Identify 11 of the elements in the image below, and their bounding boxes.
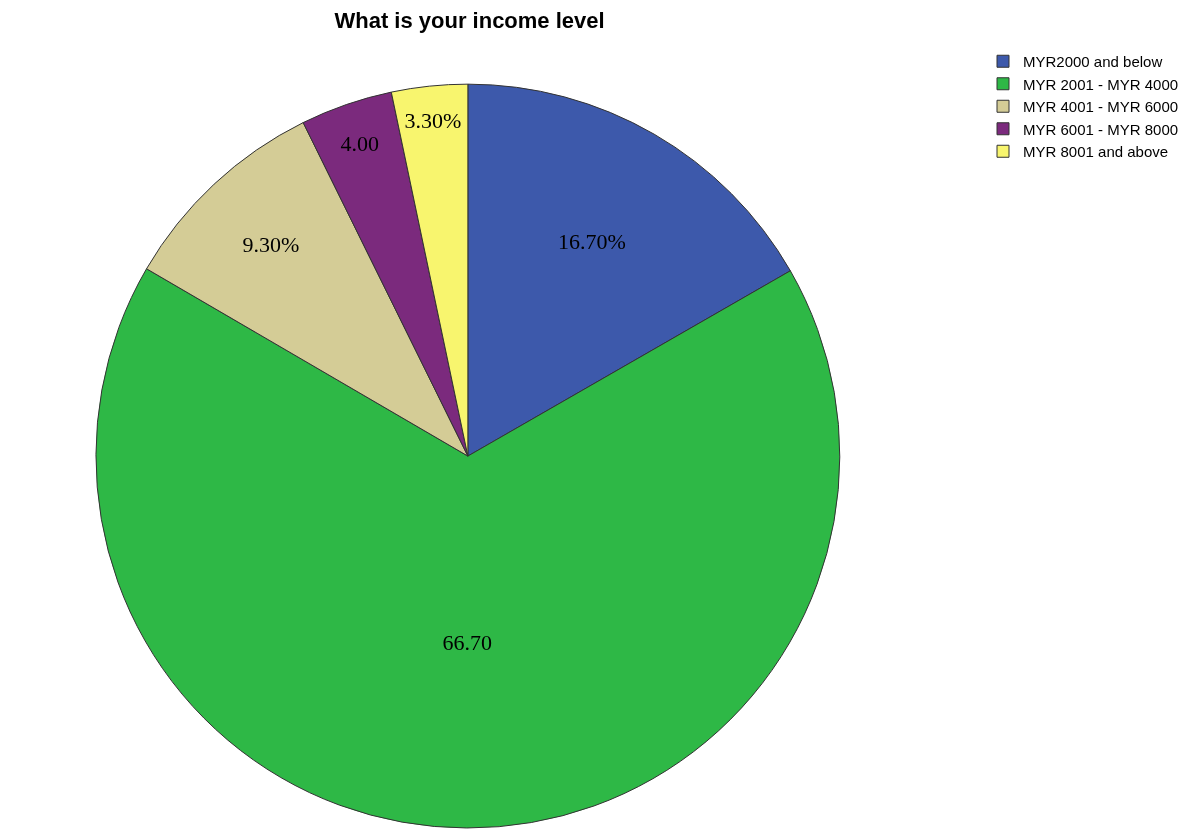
legend-label: MYR 6001 - MYR 8000 [1023, 120, 1179, 138]
legend-label: MYR 4001 - MYR 6000 [1023, 98, 1179, 116]
data-label: 4.00 [340, 131, 380, 157]
legend-label: MYR 8001 and above [1023, 143, 1169, 161]
data-label: 3.30% [404, 108, 462, 134]
data-label: 66.70 [442, 629, 493, 655]
legend-label: MYR 2001 - MYR 4000 [1023, 75, 1179, 93]
data-label: 9.30% [242, 232, 300, 258]
data-label: 16.70% [558, 229, 626, 255]
chart-title: What is your income level [334, 7, 605, 33]
legend-label: MYR2000 and below [1023, 53, 1163, 71]
